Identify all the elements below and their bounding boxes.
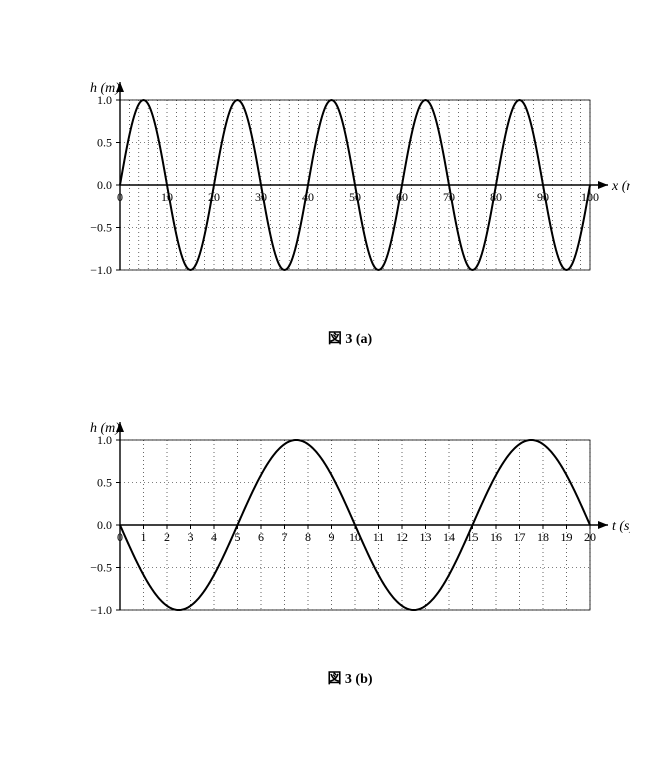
svg-text:20: 20 [584,530,596,544]
svg-text:8: 8 [305,530,311,544]
chart-b-svg: 01234567891011121314151617181920−1.0−0.5… [70,410,630,660]
svg-text:19: 19 [561,530,573,544]
svg-text:30: 30 [255,190,267,204]
svg-text:0.5: 0.5 [97,476,112,490]
svg-text:9: 9 [329,530,335,544]
svg-text:13: 13 [420,530,432,544]
svg-text:0.0: 0.0 [97,518,112,532]
svg-text:17: 17 [514,530,526,544]
chart-a-svg: 0102030405060708090100−1.0−0.50.00.51.0h… [70,70,630,320]
svg-text:80: 80 [490,190,502,204]
svg-text:t (s): t (s) [612,519,630,534]
svg-text:−1.0: −1.0 [90,263,112,277]
svg-text:11: 11 [373,530,385,544]
chart-b-caption: 図 3 (b) [70,668,630,688]
svg-text:14: 14 [443,530,455,544]
svg-text:18: 18 [537,530,549,544]
svg-text:50: 50 [349,190,361,204]
svg-text:2: 2 [164,530,170,544]
svg-text:−0.5: −0.5 [90,221,112,235]
chart-a-caption: 図 3 (a) [70,328,630,348]
svg-text:h (m): h (m) [90,81,120,96]
svg-text:0.0: 0.0 [97,178,112,192]
svg-text:12: 12 [396,530,408,544]
svg-text:16: 16 [490,530,502,544]
svg-text:20: 20 [208,190,220,204]
chart-b-block: 01234567891011121314151617181920−1.0−0.5… [70,410,630,688]
svg-text:90: 90 [537,190,549,204]
svg-text:x (m): x (m) [611,179,630,194]
svg-text:−0.5: −0.5 [90,561,112,575]
chart-a-block: 0102030405060708090100−1.0−0.50.00.51.0h… [70,70,630,348]
svg-text:70: 70 [443,190,455,204]
svg-text:0: 0 [117,190,123,204]
svg-text:1: 1 [141,530,147,544]
svg-text:100: 100 [581,190,599,204]
svg-text:7: 7 [282,530,288,544]
svg-text:h (m): h (m) [90,421,120,436]
svg-text:60: 60 [396,190,408,204]
svg-text:4: 4 [211,530,217,544]
svg-text:−1.0: −1.0 [90,603,112,617]
svg-text:6: 6 [258,530,264,544]
svg-text:40: 40 [302,190,314,204]
svg-text:3: 3 [188,530,194,544]
svg-text:10: 10 [161,190,173,204]
svg-text:0.5: 0.5 [97,136,112,150]
